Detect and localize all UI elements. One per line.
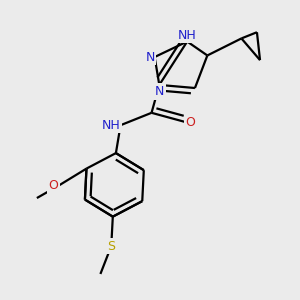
Text: NH: NH — [102, 119, 121, 132]
Text: S: S — [107, 240, 115, 253]
Text: N: N — [145, 50, 154, 64]
Text: N: N — [154, 85, 164, 98]
Text: O: O — [49, 179, 58, 192]
Text: O: O — [186, 116, 196, 129]
Text: NH: NH — [178, 28, 196, 41]
